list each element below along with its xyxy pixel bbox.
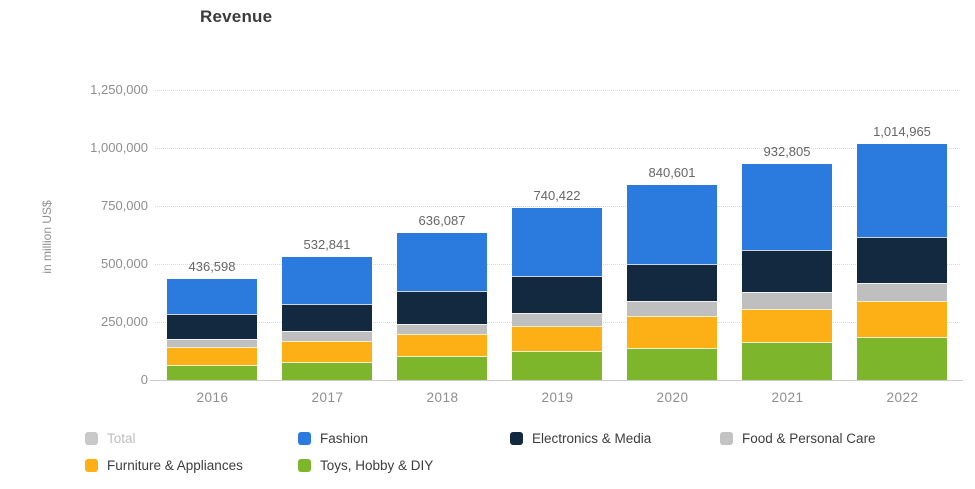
bar-segment-fashion-2019[interactable]	[512, 208, 602, 277]
y-axis-tick-label: 1,250,000	[90, 82, 148, 97]
bar-segment-toys-hobby-diy-2020[interactable]	[627, 348, 717, 380]
x-axis-label-2022: 2022	[886, 390, 919, 405]
chart-title: Revenue	[200, 7, 273, 26]
bar-2020: 840,601	[627, 165, 717, 380]
legend-item-fashion[interactable]: Fashion	[298, 431, 510, 446]
y-axis-tick-label: 750,000	[101, 198, 148, 213]
bar-2017: 532,841	[282, 237, 372, 380]
bar-segment-furniture-appliances-2017[interactable]	[282, 340, 372, 362]
bar-segment-food-personal-care-2021[interactable]	[742, 292, 832, 309]
bar-2022: 1,014,965	[857, 124, 947, 380]
y-axis-tick-label: 0	[140, 372, 148, 387]
legend-item-electronics-media[interactable]: Electronics & Media	[510, 431, 720, 446]
bar-segment-furniture-appliances-2016[interactable]	[167, 346, 257, 365]
x-axis-label-2021: 2021	[771, 390, 804, 405]
legend-item-total[interactable]: Total	[85, 431, 298, 446]
legend-label: Toys, Hobby & DIY	[320, 458, 434, 473]
bar-segment-toys-hobby-diy-2018[interactable]	[397, 355, 487, 380]
bar-segment-electronics-media-2016[interactable]	[167, 313, 257, 339]
bar-segment-fashion-2020[interactable]	[627, 185, 717, 265]
bar-segment-toys-hobby-diy-2022[interactable]	[857, 336, 947, 380]
bar-value-label: 636,087	[418, 212, 466, 228]
legend-label: Furniture & Appliances	[107, 458, 243, 473]
bar-segment-electronics-media-2022[interactable]	[857, 237, 947, 284]
bar-slot-2022: 1,014,965 2022	[845, 90, 960, 405]
bar-segment-electronics-media-2020[interactable]	[627, 264, 717, 302]
legend-swatch-toys-hobby-diy	[298, 459, 311, 472]
x-axis-label-2017: 2017	[311, 390, 344, 405]
bar-segment-fashion-2016[interactable]	[167, 278, 257, 314]
bar-segment-electronics-media-2018[interactable]	[397, 290, 487, 324]
bar-slot-2016: 436,598 2016	[155, 90, 270, 405]
bar-segment-fashion-2021[interactable]	[742, 163, 832, 251]
bar-segment-food-personal-care-2020[interactable]	[627, 301, 717, 316]
legend-swatch-furniture-appliances	[85, 459, 98, 472]
bar-segment-fashion-2018[interactable]	[397, 232, 487, 291]
bar-segment-food-personal-care-2017[interactable]	[282, 331, 372, 341]
gridline	[155, 206, 960, 207]
bar-slot-2019: 740,422 2019	[500, 90, 615, 405]
legend-item-food-personal-care[interactable]: Food & Personal Care	[720, 431, 970, 446]
bar-segment-food-personal-care-2019[interactable]	[512, 312, 602, 326]
bar-2016: 436,598	[167, 259, 257, 380]
bar-segment-electronics-media-2019[interactable]	[512, 276, 602, 313]
bar-value-label: 436,598	[188, 258, 236, 274]
legend-swatch-electronics-media	[510, 432, 523, 445]
bar-segment-fashion-2022[interactable]	[857, 144, 947, 238]
bar-segment-toys-hobby-diy-2016[interactable]	[167, 364, 257, 380]
bar-segment-fashion-2017[interactable]	[282, 256, 372, 304]
bar-segment-food-personal-care-2018[interactable]	[397, 323, 487, 334]
gridline	[155, 90, 960, 91]
legend-label: Electronics & Media	[532, 431, 652, 446]
bar-segment-electronics-media-2017[interactable]	[282, 303, 372, 332]
bar-2021: 932,805	[742, 144, 832, 380]
bar-slot-2021: 932,805 2021	[730, 90, 845, 405]
bar-value-label: 532,841	[303, 236, 351, 252]
legend: Total Fashion Electronics & Media Food & Pe…	[85, 431, 970, 473]
bar-segment-toys-hobby-diy-2021[interactable]	[742, 341, 832, 380]
bar-2018: 636,087	[397, 213, 487, 380]
bar-segment-furniture-appliances-2021[interactable]	[742, 309, 832, 342]
legend-swatch-food-personal-care	[720, 432, 733, 445]
bar-slot-2017: 532,841 2017	[270, 90, 385, 405]
bar-value-label: 1,014,965	[873, 124, 931, 140]
legend-swatch-total	[85, 432, 98, 445]
x-axis-label-2019: 2019	[541, 390, 574, 405]
bar-value-label: 932,805	[763, 143, 811, 159]
x-axis-label-2018: 2018	[426, 390, 459, 405]
bar-segment-electronics-media-2021[interactable]	[742, 250, 832, 293]
y-axis-title: in million US$	[40, 200, 54, 274]
y-axis-tick-label: 1,000,000	[90, 140, 148, 155]
legend-label: Fashion	[320, 431, 369, 446]
bar-segment-furniture-appliances-2019[interactable]	[512, 325, 602, 351]
legend-label: Food & Personal Care	[742, 431, 876, 446]
bar-segment-toys-hobby-diy-2017[interactable]	[282, 361, 372, 380]
bar-segment-furniture-appliances-2022[interactable]	[857, 301, 947, 337]
gridline	[155, 148, 960, 149]
bar-segment-toys-hobby-diy-2019[interactable]	[512, 350, 602, 380]
y-axis-tick-label: 500,000	[101, 256, 148, 271]
x-axis-line	[150, 380, 963, 381]
bar-segment-furniture-appliances-2020[interactable]	[627, 315, 717, 349]
bar-segment-food-personal-care-2022[interactable]	[857, 283, 947, 302]
bar-value-label: 740,422	[533, 188, 581, 204]
bar-value-label: 840,601	[648, 165, 696, 181]
bar-segment-food-personal-care-2016[interactable]	[167, 338, 257, 347]
legend-item-furniture-appliances[interactable]: Furniture & Appliances	[85, 458, 298, 473]
plot-area: 436,598 2016 532,841 2017 636,087 2018 740,422…	[155, 90, 960, 405]
y-axis-tick-label: 250,000	[101, 314, 148, 329]
bar-2019: 740,422	[512, 188, 602, 380]
bar-slot-2020: 840,601 2020	[615, 90, 730, 405]
x-axis-label-2020: 2020	[656, 390, 689, 405]
legend-swatch-fashion	[298, 432, 311, 445]
bar-segment-furniture-appliances-2018[interactable]	[397, 333, 487, 356]
bar-slot-2018: 636,087 2018	[385, 90, 500, 405]
legend-label: Total	[107, 431, 136, 446]
bar-series: 436,598 2016 532,841 2017 636,087 2018 740,422…	[155, 90, 960, 405]
x-axis-label-2016: 2016	[196, 390, 229, 405]
legend-item-toys-hobby-diy[interactable]: Toys, Hobby & DIY	[298, 458, 510, 473]
